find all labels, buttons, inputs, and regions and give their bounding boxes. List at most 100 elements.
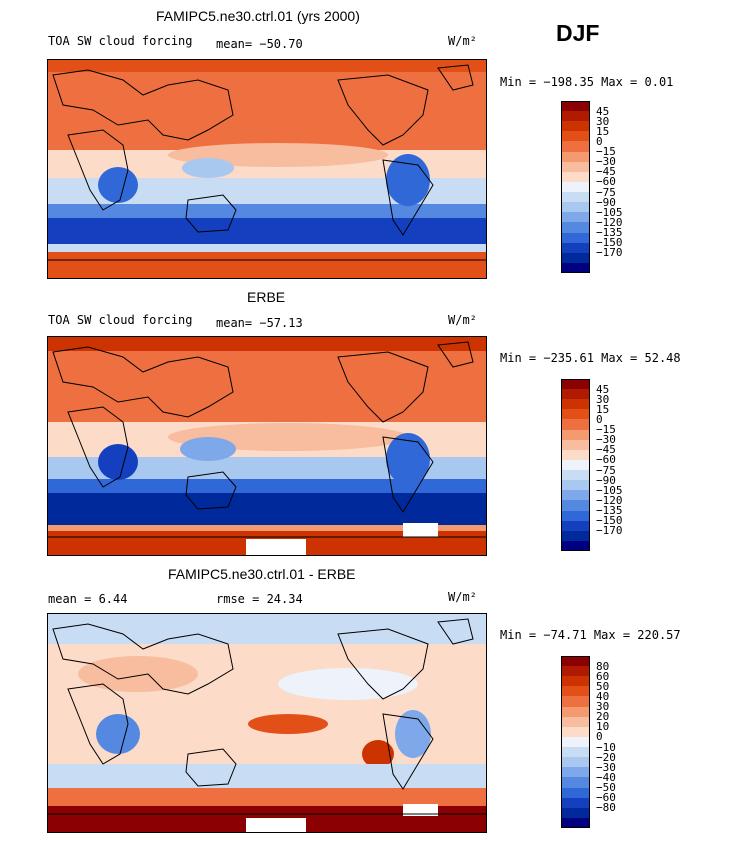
panel1-coastlines: [48, 64, 486, 261]
colorbar-tick-label: 60: [596, 669, 610, 683]
colorbar-swatch: [561, 212, 590, 223]
colorbar-tick-label: 45: [596, 382, 610, 396]
colorbar-tick-label: 30: [596, 114, 610, 128]
colorbar-swatch: [561, 171, 590, 183]
colorbar-tick-label: 30: [596, 700, 610, 714]
panel3-coast-australia: [185, 748, 237, 787]
panel2-map-plot: [48, 337, 486, 555]
panel2-missing-data-antarctic: [246, 539, 306, 555]
colorbar-tick-label: 0: [596, 412, 603, 426]
panel1-coast-africa: [67, 129, 129, 211]
panel3-colorbar-frame: [561, 656, 590, 828]
colorbar-tick-label: −105: [596, 205, 623, 219]
colorbar-swatch: [561, 736, 590, 748]
panel1-coast-samerica: [382, 159, 434, 236]
panel2-minmax-label: Min = −235.61 Max = 52.48: [500, 351, 681, 365]
colorbar-swatch: [561, 777, 590, 789]
panel1-map: [47, 59, 487, 279]
panel2-missing-data-weddell: [403, 523, 438, 537]
panel1-title: FAMIPC5.ne30.ctrl.01 (yrs 2000): [156, 8, 360, 24]
panel3-missing-data-weddell: [403, 804, 438, 816]
colorbar-tick-label: −10: [596, 740, 616, 754]
colorbar-swatch: [561, 480, 590, 491]
panel2-map: [47, 336, 487, 556]
panel2-coast-eurasia: [52, 346, 234, 418]
colorbar-tick-label: 0: [596, 134, 603, 148]
colorbar-tick-label: −20: [596, 750, 616, 764]
colorbar-tick-label: 50: [596, 679, 610, 693]
panel2-coast-namerica: [337, 351, 429, 423]
colorbar-tick-label: −15: [596, 423, 616, 437]
panel2-maritime-patch: [180, 437, 236, 461]
colorbar-tick-label: −105: [596, 483, 623, 497]
colorbar-tick-label: −30: [596, 433, 616, 447]
colorbar-swatch: [561, 696, 590, 708]
panel2-coast-samerica: [382, 436, 434, 513]
colorbar-tick-label: 15: [596, 402, 610, 416]
panel2-samerica-patch: [386, 433, 430, 485]
colorbar-tick-label: 80: [596, 659, 610, 673]
colorbar-swatch: [561, 151, 590, 163]
colorbar-swatch: [561, 389, 590, 400]
colorbar-swatch: [561, 540, 590, 552]
panel3-rmse-label: rmse = 24.34: [216, 592, 303, 606]
colorbar-swatch: [561, 131, 590, 142]
colorbar-swatch: [561, 429, 590, 441]
panel1-units-label: W/m²: [448, 34, 477, 48]
colorbar-swatch: [561, 409, 590, 420]
panel1-south-midlat-band: [48, 204, 486, 218]
panel2-polar-edge-band: [48, 525, 486, 531]
colorbar-swatch: [561, 192, 590, 203]
colorbar-swatch: [561, 252, 590, 264]
colorbar-tick-label: 20: [596, 710, 610, 724]
colorbar-swatch: [561, 121, 590, 132]
panel1-africa-patch: [98, 167, 138, 203]
panel2-variable-label: TOA SW cloud forcing: [48, 313, 193, 327]
panel3-coast-eurasia: [52, 623, 234, 695]
colorbar-swatch: [561, 242, 590, 254]
colorbar-swatch: [561, 520, 590, 532]
panel2-title: ERBE: [247, 289, 286, 305]
colorbar-swatch: [561, 716, 590, 728]
panel3-south-midlat-band: [48, 764, 486, 788]
panel3-minmax-label: Min = −74.71 Max = 220.57: [500, 628, 681, 642]
panel3-units-label: W/m²: [448, 590, 477, 604]
colorbar-swatch: [561, 111, 590, 122]
colorbar-swatch: [561, 817, 590, 829]
panel2-africa-patch: [98, 444, 138, 480]
colorbar-tick-label: −60: [596, 175, 616, 189]
colorbar-swatch: [561, 101, 590, 112]
colorbar-swatch: [561, 262, 590, 274]
panel3-coast-greenland: [437, 618, 474, 645]
colorbar-swatch: [561, 747, 590, 758]
colorbar-swatch: [561, 181, 590, 193]
panel2-south-subtrop-band: [48, 457, 486, 479]
colorbar-swatch: [561, 676, 590, 687]
panel3-eurasia-patch: [78, 656, 198, 692]
colorbar-swatch: [561, 530, 590, 542]
panel1-map-plot: [48, 60, 486, 278]
panel2-south-midlat-band: [48, 479, 486, 493]
panel3-coast-samerica: [382, 713, 434, 790]
colorbar-tick-label: −15: [596, 145, 616, 159]
panel3-mean-label: mean = 6.44: [48, 592, 128, 606]
panel2-coast-greenland: [437, 341, 474, 368]
colorbar-swatch: [561, 706, 590, 718]
panel3-pacific-positive-patch: [248, 714, 328, 734]
colorbar-tick-label: 0: [596, 730, 603, 744]
colorbar-tick-label: −120: [596, 215, 623, 229]
panel1-antarctic-band: [48, 252, 486, 278]
colorbar-swatch: [561, 470, 590, 481]
colorbar-tick-label: 15: [596, 124, 610, 138]
colorbar-tick-label: −150: [596, 514, 623, 528]
colorbar-swatch: [561, 141, 590, 153]
panel1-coast-australia: [185, 194, 237, 233]
colorbar-swatch: [561, 726, 590, 738]
colorbar-tick-label: 45: [596, 104, 610, 118]
colorbar-tick-label: 30: [596, 392, 610, 406]
panel3-southern-ocean-band: [48, 788, 486, 806]
colorbar-swatch: [561, 419, 590, 431]
panel1-coast-eurasia: [52, 69, 234, 141]
panel1-coast-namerica: [337, 74, 429, 146]
colorbar-swatch: [561, 202, 590, 213]
